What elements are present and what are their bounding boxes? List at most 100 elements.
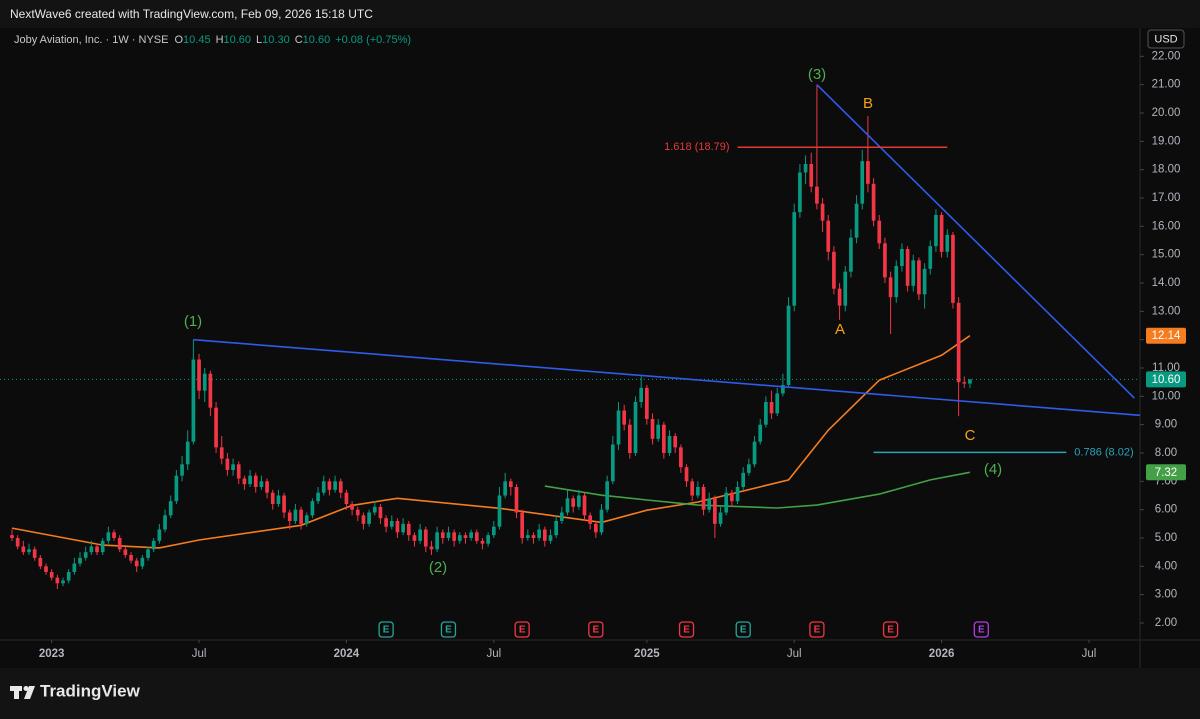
candle-body <box>140 557 145 567</box>
candle-body <box>202 373 207 391</box>
candle-body <box>418 529 422 541</box>
candle-body <box>270 492 275 504</box>
candle-body <box>491 526 496 536</box>
legend: Joby Aviation, Inc. · 1W · NYSE O10.45 H10… <box>14 34 411 46</box>
trendline <box>816 84 1135 399</box>
candle-body <box>599 509 604 533</box>
earnings-label: E <box>383 625 390 636</box>
candle-body <box>440 532 445 538</box>
candle-body <box>820 203 825 221</box>
y-tick-label: 3.00 <box>1155 589 1177 601</box>
candle-body <box>355 509 360 516</box>
earnings-marker <box>973 621 989 638</box>
candle-body <box>514 487 519 513</box>
candle-body <box>747 464 751 473</box>
price-label: 10.60 <box>1152 374 1181 386</box>
ohlc-value: 10.60 <box>224 34 252 46</box>
candle-body <box>503 481 507 496</box>
candle-body <box>406 523 411 536</box>
candle-body <box>180 464 184 476</box>
chart-pane <box>0 28 1200 668</box>
candle-body <box>888 277 893 298</box>
candle-body <box>21 546 26 553</box>
candle-body <box>231 464 235 470</box>
candle-body <box>474 532 479 541</box>
candle-body <box>576 495 581 507</box>
y-tick-label: 18.00 <box>1152 164 1181 176</box>
candle-body <box>832 251 836 289</box>
wave-label: (2) <box>429 559 447 576</box>
candle-body <box>786 305 791 385</box>
moving-average <box>11 335 971 549</box>
candle-body <box>134 560 139 567</box>
candle-body <box>304 515 309 524</box>
candle-body <box>900 249 904 266</box>
x-tick-label: 2023 <box>39 648 65 660</box>
earnings-marker <box>378 621 394 638</box>
candle-body <box>344 492 349 504</box>
y-tick-label: 22.00 <box>1152 50 1181 62</box>
candle-body <box>803 164 808 173</box>
candle-body <box>117 538 122 550</box>
candle-body <box>508 481 513 487</box>
candle-body <box>219 447 224 459</box>
candle-body <box>32 549 37 558</box>
candle-body <box>89 546 94 553</box>
candle-body <box>44 566 48 572</box>
candle-body <box>299 509 303 524</box>
candle-body <box>497 495 502 527</box>
y-tick-label: 11.00 <box>1152 362 1180 374</box>
y-tick-label: 5.00 <box>1155 532 1177 544</box>
candle-body <box>713 498 717 524</box>
x-tick-label: Jul <box>1082 648 1097 660</box>
earnings-marker <box>588 621 604 638</box>
tradingview-logo <box>10 686 35 699</box>
y-tick-label: 9.00 <box>1155 419 1177 431</box>
earnings-label: E <box>887 625 894 636</box>
price-label-box <box>1146 371 1186 388</box>
x-tick-label: Jul <box>787 648 802 660</box>
candle-body <box>826 220 831 252</box>
candle-body <box>61 580 65 584</box>
candle-body <box>622 410 627 425</box>
candle-body <box>531 535 536 538</box>
candle-body <box>701 487 706 510</box>
candle-body <box>214 407 218 448</box>
price-label-box <box>1146 464 1186 481</box>
candle-body <box>10 535 14 538</box>
y-tick-label: 19.00 <box>1152 135 1181 147</box>
candle-body <box>769 402 774 414</box>
candle-body <box>265 481 269 493</box>
candle-body <box>684 467 689 482</box>
candle-body <box>741 472 746 487</box>
y-tick-label: 21.00 <box>1152 79 1181 91</box>
candle-body <box>639 387 644 402</box>
candle-body <box>197 359 201 391</box>
candle-body <box>208 373 213 408</box>
y-tick-label: 16.00 <box>1152 220 1181 232</box>
candle-body <box>372 506 377 513</box>
candle-body <box>662 424 666 453</box>
candle-body <box>542 529 547 541</box>
currency[interactable]: USD <box>1154 33 1177 45</box>
candle-body <box>843 271 848 306</box>
candle-body <box>582 495 587 516</box>
candle-body <box>656 424 661 439</box>
wave-label: (4) <box>984 461 1002 478</box>
wave-label: (1) <box>184 313 202 330</box>
candle-body <box>962 382 967 384</box>
currency-button[interactable] <box>1147 29 1185 49</box>
candle-body <box>525 535 530 538</box>
candle-body <box>956 302 961 383</box>
candle-body <box>469 532 473 538</box>
y-tick-label: 6.00 <box>1155 504 1177 516</box>
wave-label: B <box>863 95 873 112</box>
candle-body <box>928 246 933 269</box>
candle-body <box>593 523 598 533</box>
candle-body <box>146 549 150 558</box>
y-tick-label: 15.00 <box>1152 249 1181 261</box>
candle-body <box>95 546 99 553</box>
candle-body <box>486 535 490 544</box>
candle-body <box>775 393 780 414</box>
candle-body <box>718 512 723 524</box>
